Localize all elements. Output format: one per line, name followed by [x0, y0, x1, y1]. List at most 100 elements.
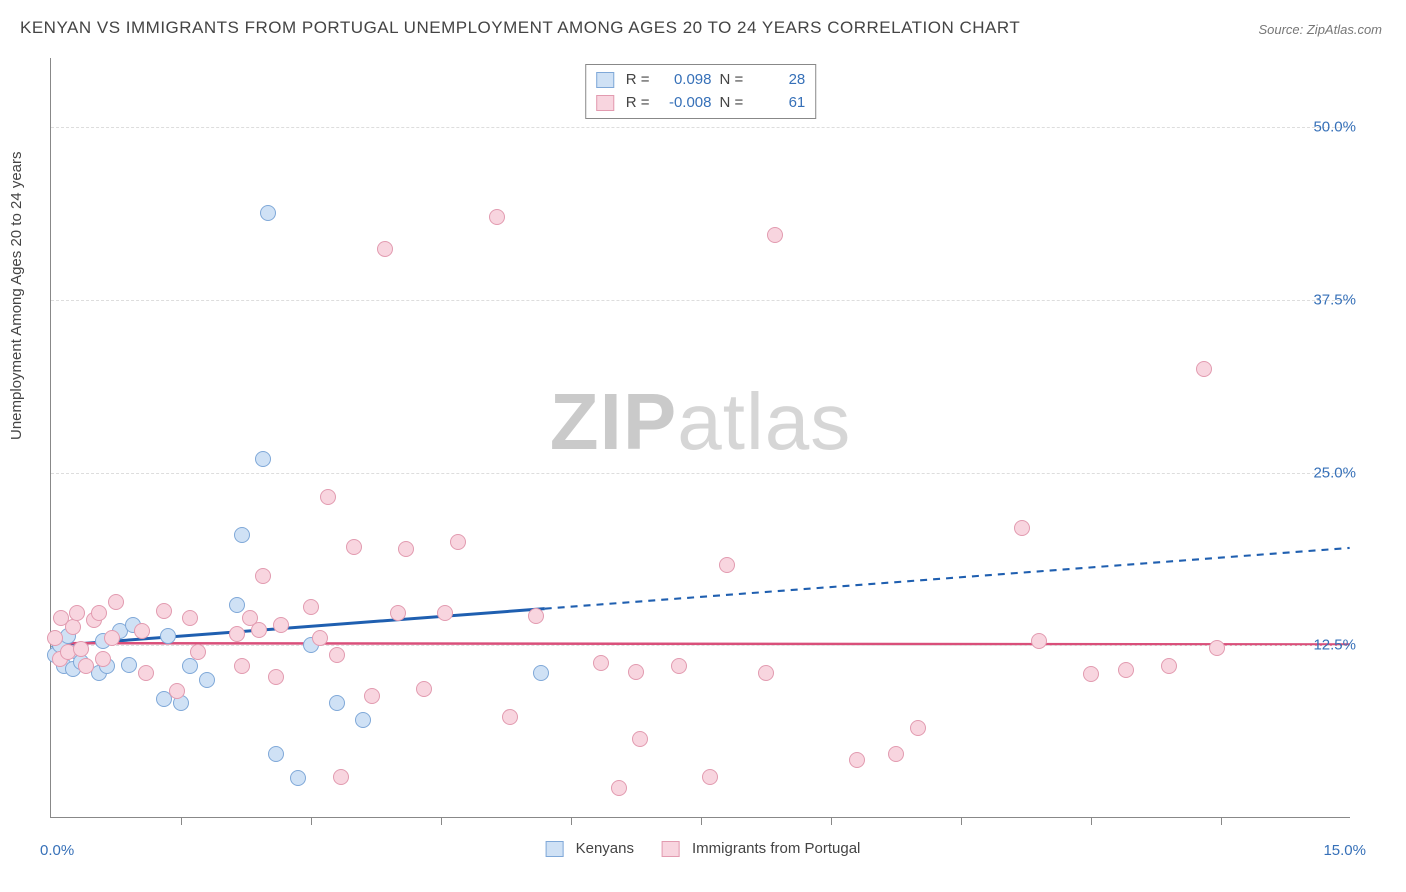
x-axis-max-label: 15.0%: [1323, 842, 1366, 859]
y-tick-label: 12.5%: [1313, 637, 1356, 654]
r-label: R =: [626, 69, 650, 92]
data-point: [910, 720, 926, 736]
data-point: [65, 619, 81, 635]
data-point: [78, 658, 94, 674]
gridline: [51, 645, 1350, 646]
data-point: [390, 605, 406, 621]
watermark: ZIPatlas: [550, 376, 851, 468]
data-point: [260, 205, 276, 221]
data-point: [234, 527, 250, 543]
x-tick: [311, 817, 312, 825]
data-point: [528, 608, 544, 624]
r-label: R =: [626, 92, 650, 115]
x-tick: [1091, 817, 1092, 825]
data-point: [169, 683, 185, 699]
y-tick-label: 25.0%: [1313, 464, 1356, 481]
data-point: [138, 665, 154, 681]
data-point: [1161, 658, 1177, 674]
data-point: [593, 655, 609, 671]
legend-item-portugal: Immigrants from Portugal: [662, 840, 860, 857]
data-point: [671, 658, 687, 674]
data-point: [767, 227, 783, 243]
data-point: [95, 651, 111, 667]
data-point: [229, 626, 245, 642]
data-point: [533, 665, 549, 681]
data-point: [156, 603, 172, 619]
stats-row-portugal: R = -0.008 N = 61: [596, 92, 806, 115]
legend-label-portugal: Immigrants from Portugal: [692, 840, 860, 857]
watermark-rest: atlas: [677, 377, 851, 466]
data-point: [320, 489, 336, 505]
data-point: [450, 534, 466, 550]
data-point: [489, 209, 505, 225]
x-tick: [831, 817, 832, 825]
x-axis-min-label: 0.0%: [40, 842, 74, 859]
data-point: [255, 568, 271, 584]
y-tick-label: 50.0%: [1313, 119, 1356, 136]
x-tick: [181, 817, 182, 825]
n-label: N =: [720, 69, 744, 92]
data-point: [329, 695, 345, 711]
x-tick: [961, 817, 962, 825]
data-point: [47, 630, 63, 646]
data-point: [502, 709, 518, 725]
data-point: [849, 752, 865, 768]
data-point: [251, 622, 267, 638]
data-point: [121, 657, 137, 673]
gridline: [51, 300, 1350, 301]
data-point: [416, 681, 432, 697]
data-point: [702, 769, 718, 785]
data-point: [229, 597, 245, 613]
gridline: [51, 127, 1350, 128]
data-point: [888, 746, 904, 762]
data-point: [1031, 633, 1047, 649]
data-point: [377, 241, 393, 257]
data-point: [1083, 666, 1099, 682]
r-value-kenyans: 0.098: [658, 69, 712, 92]
data-point: [719, 557, 735, 573]
legend-swatch-portugal: [662, 841, 680, 857]
data-point: [190, 644, 206, 660]
x-tick: [571, 817, 572, 825]
source-attribution: Source: ZipAtlas.com: [1258, 22, 1382, 37]
x-tick: [701, 817, 702, 825]
plot-area: ZIPatlas R = 0.098 N = 28 R = -0.008 N =…: [50, 58, 1350, 818]
data-point: [355, 712, 371, 728]
n-value-kenyans: 28: [751, 69, 805, 92]
data-point: [628, 664, 644, 680]
data-point: [91, 605, 107, 621]
data-point: [255, 451, 271, 467]
data-point: [268, 746, 284, 762]
data-point: [182, 658, 198, 674]
data-point: [273, 617, 289, 633]
data-point: [69, 605, 85, 621]
data-point: [199, 672, 215, 688]
y-tick-label: 37.5%: [1313, 291, 1356, 308]
watermark-bold: ZIP: [550, 377, 677, 466]
data-point: [632, 731, 648, 747]
data-point: [303, 599, 319, 615]
data-point: [268, 669, 284, 685]
data-point: [346, 539, 362, 555]
data-point: [290, 770, 306, 786]
swatch-kenyans: [596, 72, 614, 88]
legend-swatch-kenyans: [546, 841, 564, 857]
data-point: [1118, 662, 1134, 678]
y-axis-label: Unemployment Among Ages 20 to 24 years: [8, 151, 25, 440]
x-tick: [441, 817, 442, 825]
legend-item-kenyans: Kenyans: [546, 840, 634, 857]
chart-title: KENYAN VS IMMIGRANTS FROM PORTUGAL UNEMP…: [20, 18, 1020, 38]
data-point: [1196, 361, 1212, 377]
data-point: [758, 665, 774, 681]
n-value-portugal: 61: [751, 92, 805, 115]
gridline: [51, 473, 1350, 474]
data-point: [104, 630, 120, 646]
correlation-stats-box: R = 0.098 N = 28 R = -0.008 N = 61: [585, 64, 817, 119]
data-point: [134, 623, 150, 639]
n-label: N =: [720, 92, 744, 115]
data-point: [234, 658, 250, 674]
legend-label-kenyans: Kenyans: [576, 840, 634, 857]
data-point: [108, 594, 124, 610]
data-point: [160, 628, 176, 644]
trend-lines-svg: [51, 58, 1350, 817]
